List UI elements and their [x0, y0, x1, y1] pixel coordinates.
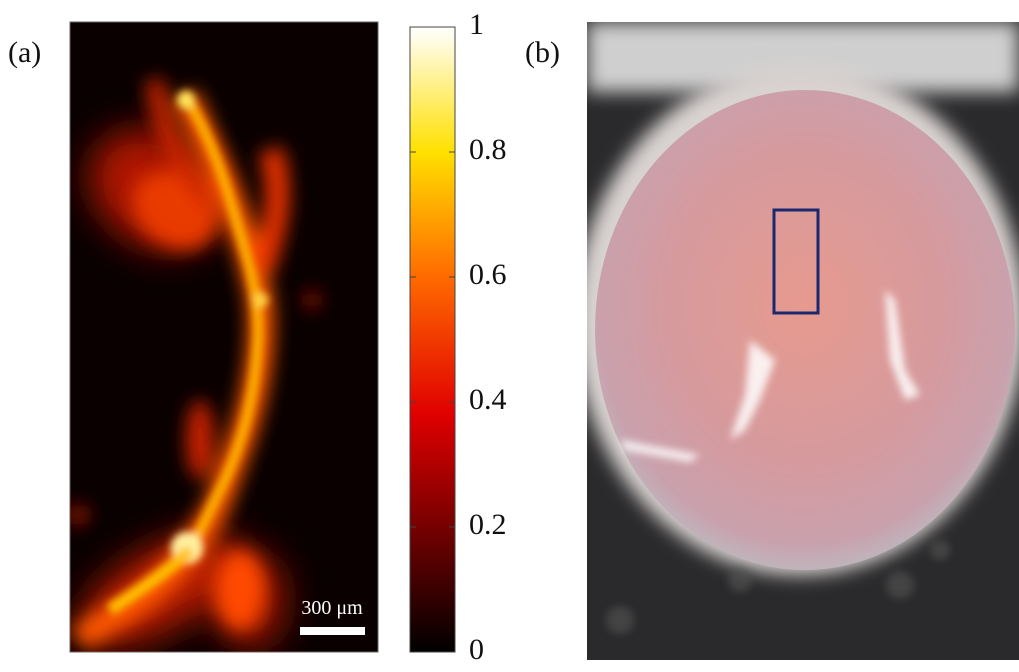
scale-bar [300, 627, 365, 635]
colorbar-tick-label: 1 [469, 8, 484, 41]
colorbar [410, 27, 455, 652]
scale-bar-label: 300 μm [301, 597, 363, 619]
figure: (a) 300 μm (b) [0, 0, 1019, 672]
colorbar-tick-label: 0 [469, 633, 484, 666]
colorbar-tick-label: 0.2 [469, 508, 507, 541]
colorbar-tick-label: 0.8 [469, 133, 507, 166]
panel-label: (b) [525, 36, 560, 69]
colorbar-tick-label: 0.6 [469, 258, 507, 291]
panel-label: (a) [8, 36, 41, 69]
colorbar-tick-label: 0.4 [469, 383, 507, 416]
photo [575, 22, 1019, 660]
